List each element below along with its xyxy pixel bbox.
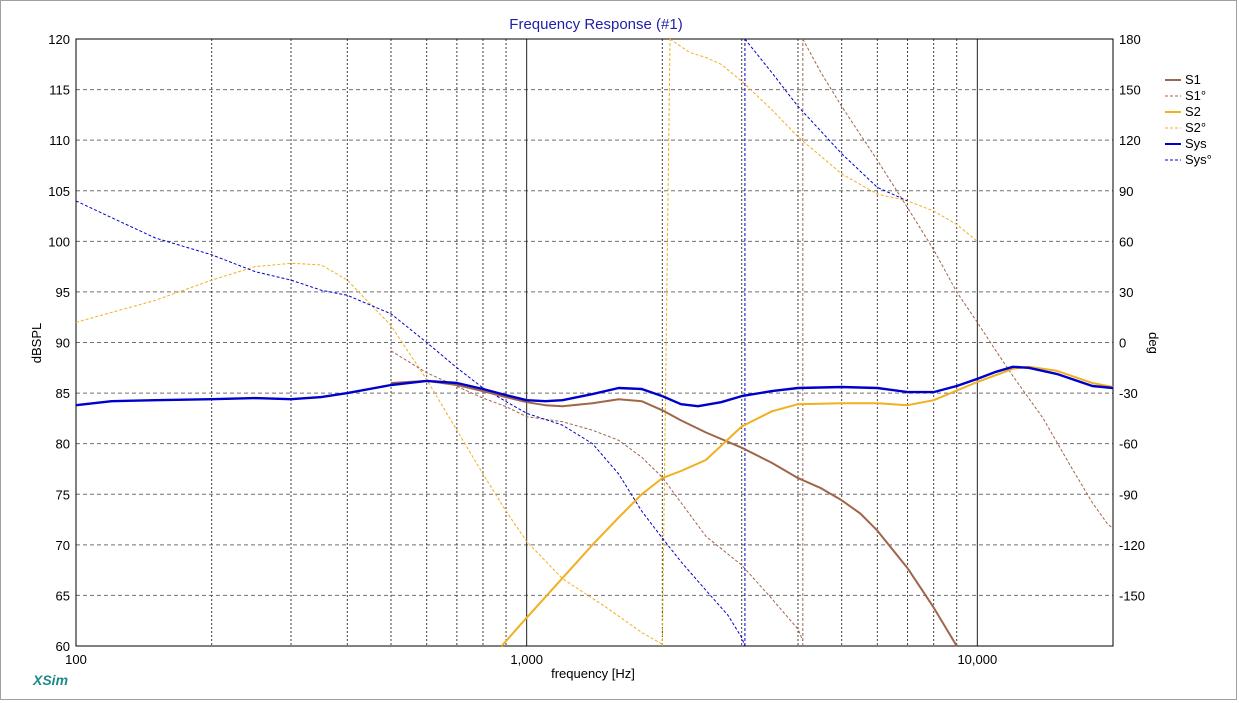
y2-tick-label: 60 <box>1119 234 1133 249</box>
x-axis-label: frequency [Hz] <box>551 666 635 681</box>
y2-tick-label: -120 <box>1119 538 1145 553</box>
series-line-sys-phase <box>75 200 746 647</box>
y-tick-label: 90 <box>56 336 70 351</box>
y2-tick-label: 150 <box>1119 83 1141 98</box>
x-tick-label: 10,000 <box>957 652 997 667</box>
y-tick-label: 120 <box>48 32 70 47</box>
y-tick-label: 65 <box>56 588 70 603</box>
y2-tick-label: -60 <box>1119 437 1138 452</box>
y-tick-label: 95 <box>56 285 70 300</box>
legend-label-s2-phase: S2° <box>1185 120 1206 135</box>
series-line-sys-phase <box>744 38 908 202</box>
phase-wrap-line-s2-phase <box>661 38 671 647</box>
y-tick-label: 105 <box>48 184 70 199</box>
y-tick-label: 85 <box>56 386 70 401</box>
series-line-s2-phase <box>75 262 663 645</box>
series-line-s2-phase <box>669 38 978 242</box>
y-tick-label: 100 <box>48 234 70 249</box>
y2-tick-label: -30 <box>1119 386 1138 401</box>
y2-tick-label: 90 <box>1119 184 1133 199</box>
series-line-sys <box>75 365 1114 408</box>
y2-tick-label: -90 <box>1119 487 1138 502</box>
grid <box>76 39 1113 646</box>
y2-tick-label: 30 <box>1119 285 1133 300</box>
legend-label-sys-phase: Sys° <box>1185 152 1212 167</box>
legend-label-s1-phase: S1° <box>1185 88 1206 103</box>
series-line-s1 <box>390 379 958 647</box>
y2-tick-label: -150 <box>1119 588 1145 603</box>
y2-tick-label: 0 <box>1119 336 1126 351</box>
series-layer <box>75 38 1114 647</box>
legend-label-s1: S1 <box>1185 72 1201 87</box>
y-tick-label: 70 <box>56 538 70 553</box>
chart-title: Frequency Response (#1) <box>509 16 682 33</box>
xsim-watermark: XSim <box>32 672 68 688</box>
series-line-s2 <box>500 365 1114 647</box>
series-line-s1-phase <box>802 38 1114 529</box>
y-tick-label: 75 <box>56 487 70 502</box>
y2-tick-label: 120 <box>1119 133 1141 148</box>
x-tick-label: 1,000 <box>510 652 543 667</box>
y-tick-label: 110 <box>49 133 70 148</box>
y-axis-label: dBSPL <box>29 323 44 363</box>
legend-label-sys: Sys <box>1185 136 1207 151</box>
y2-tick-label: 180 <box>1119 32 1141 47</box>
legend-label-s2: S2 <box>1185 104 1201 119</box>
series-line-s1-phase <box>390 350 804 642</box>
y-tick-label: 115 <box>49 83 70 98</box>
y-tick-label: 80 <box>56 437 70 452</box>
ticks-layer: 60 65 70 75 80 85 90 95 100 105 110 115 120 -150 -120 -… <box>48 32 1145 667</box>
y-tick-label: 60 <box>56 639 70 654</box>
y2-axis-label: deg <box>1146 332 1161 354</box>
x-tick-label: 100 <box>65 652 87 667</box>
plot-border <box>75 38 1114 647</box>
